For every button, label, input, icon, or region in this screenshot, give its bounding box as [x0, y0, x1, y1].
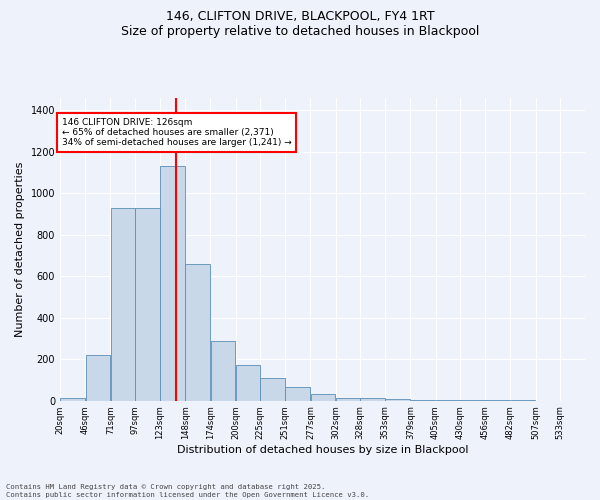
Bar: [60, 398, 85, 400]
Bar: [236, 366, 260, 400]
Bar: [135, 208, 160, 400]
Bar: [286, 387, 310, 400]
Y-axis label: Number of detached properties: Number of detached properties: [15, 162, 25, 337]
Text: 146 CLIFTON DRIVE: 126sqm
← 65% of detached houses are smaller (2,371)
34% of se: 146 CLIFTON DRIVE: 126sqm ← 65% of detac…: [62, 118, 292, 148]
Bar: [336, 398, 359, 400]
Bar: [86, 355, 110, 401]
Bar: [260, 378, 285, 400]
Bar: [360, 398, 385, 400]
Text: Contains HM Land Registry data © Crown copyright and database right 2025.
Contai: Contains HM Land Registry data © Crown c…: [6, 484, 369, 498]
Text: 146, CLIFTON DRIVE, BLACKPOOL, FY4 1RT
Size of property relative to detached hou: 146, CLIFTON DRIVE, BLACKPOOL, FY4 1RT S…: [121, 10, 479, 38]
Bar: [385, 398, 410, 400]
Bar: [311, 394, 335, 400]
Bar: [160, 166, 185, 400]
Bar: [111, 208, 134, 400]
X-axis label: Distribution of detached houses by size in Blackpool: Distribution of detached houses by size …: [177, 445, 468, 455]
Bar: [185, 264, 210, 400]
Bar: [211, 340, 235, 400]
